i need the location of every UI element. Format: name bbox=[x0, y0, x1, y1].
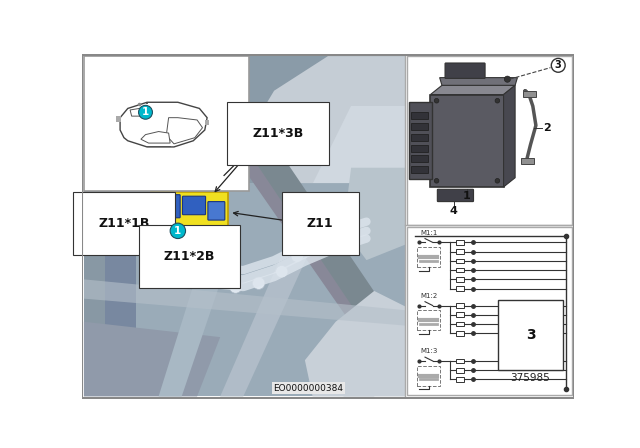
FancyBboxPatch shape bbox=[84, 56, 250, 191]
FancyBboxPatch shape bbox=[456, 286, 464, 291]
Text: M1:1: M1:1 bbox=[420, 230, 438, 236]
Text: Z11*1B: Z11*1B bbox=[99, 217, 150, 230]
FancyBboxPatch shape bbox=[456, 277, 464, 282]
Polygon shape bbox=[159, 249, 228, 396]
Polygon shape bbox=[205, 120, 209, 125]
Circle shape bbox=[206, 269, 219, 282]
FancyBboxPatch shape bbox=[456, 240, 464, 245]
FancyBboxPatch shape bbox=[411, 145, 428, 151]
Text: 4: 4 bbox=[449, 206, 458, 216]
Polygon shape bbox=[344, 306, 405, 396]
Circle shape bbox=[495, 178, 500, 183]
FancyBboxPatch shape bbox=[411, 166, 428, 173]
FancyBboxPatch shape bbox=[417, 310, 440, 330]
Circle shape bbox=[495, 99, 500, 103]
Polygon shape bbox=[312, 106, 405, 183]
Circle shape bbox=[551, 58, 565, 72]
FancyBboxPatch shape bbox=[456, 377, 464, 382]
Polygon shape bbox=[105, 206, 136, 396]
Polygon shape bbox=[130, 107, 151, 116]
Polygon shape bbox=[344, 168, 405, 260]
FancyBboxPatch shape bbox=[411, 155, 428, 162]
FancyBboxPatch shape bbox=[437, 189, 474, 202]
Polygon shape bbox=[520, 158, 534, 164]
Polygon shape bbox=[84, 99, 174, 176]
Polygon shape bbox=[84, 56, 405, 183]
FancyBboxPatch shape bbox=[456, 268, 464, 272]
Text: Z11: Z11 bbox=[307, 217, 333, 230]
FancyBboxPatch shape bbox=[417, 247, 440, 267]
Text: EO0000000384: EO0000000384 bbox=[273, 383, 344, 392]
FancyBboxPatch shape bbox=[456, 368, 464, 373]
Polygon shape bbox=[84, 137, 236, 256]
FancyBboxPatch shape bbox=[84, 56, 405, 396]
Polygon shape bbox=[440, 78, 517, 85]
Polygon shape bbox=[84, 183, 405, 396]
Text: 3: 3 bbox=[555, 60, 562, 70]
Text: 2: 2 bbox=[543, 123, 551, 133]
Polygon shape bbox=[197, 75, 405, 356]
FancyBboxPatch shape bbox=[417, 366, 440, 386]
Polygon shape bbox=[116, 116, 121, 121]
Circle shape bbox=[526, 352, 535, 361]
Text: 3: 3 bbox=[525, 328, 535, 342]
FancyBboxPatch shape bbox=[411, 123, 428, 130]
Polygon shape bbox=[141, 132, 170, 143]
Polygon shape bbox=[431, 85, 515, 95]
FancyBboxPatch shape bbox=[445, 63, 485, 78]
Polygon shape bbox=[189, 91, 405, 368]
FancyBboxPatch shape bbox=[409, 102, 432, 179]
FancyBboxPatch shape bbox=[456, 258, 464, 263]
Text: Z11*2B: Z11*2B bbox=[164, 250, 215, 263]
Circle shape bbox=[504, 76, 511, 82]
FancyBboxPatch shape bbox=[411, 112, 428, 119]
Circle shape bbox=[230, 281, 242, 293]
FancyBboxPatch shape bbox=[182, 196, 205, 215]
FancyBboxPatch shape bbox=[411, 134, 428, 141]
Polygon shape bbox=[120, 102, 207, 147]
FancyBboxPatch shape bbox=[456, 313, 464, 317]
Polygon shape bbox=[504, 85, 515, 187]
Circle shape bbox=[435, 178, 439, 183]
FancyBboxPatch shape bbox=[456, 331, 464, 336]
FancyBboxPatch shape bbox=[407, 227, 572, 395]
Circle shape bbox=[170, 223, 186, 238]
FancyBboxPatch shape bbox=[431, 95, 504, 187]
Text: Z11*3B: Z11*3B bbox=[252, 127, 303, 140]
Circle shape bbox=[435, 99, 439, 103]
Polygon shape bbox=[523, 91, 536, 97]
Polygon shape bbox=[84, 322, 220, 396]
Text: 1: 1 bbox=[142, 107, 149, 117]
FancyBboxPatch shape bbox=[152, 195, 180, 218]
Text: 375985: 375985 bbox=[511, 373, 550, 383]
Polygon shape bbox=[84, 56, 113, 396]
Text: M1:2: M1:2 bbox=[420, 293, 438, 299]
FancyBboxPatch shape bbox=[151, 192, 228, 246]
Polygon shape bbox=[305, 291, 405, 396]
Circle shape bbox=[322, 231, 334, 243]
Text: 1: 1 bbox=[174, 226, 182, 236]
Text: M1:3: M1:3 bbox=[420, 348, 438, 354]
Text: 1: 1 bbox=[463, 191, 470, 201]
Polygon shape bbox=[84, 280, 405, 326]
Polygon shape bbox=[251, 56, 405, 183]
FancyBboxPatch shape bbox=[456, 303, 464, 308]
Polygon shape bbox=[220, 237, 312, 396]
FancyBboxPatch shape bbox=[456, 250, 464, 254]
FancyBboxPatch shape bbox=[208, 202, 225, 220]
Circle shape bbox=[276, 266, 288, 278]
Circle shape bbox=[291, 250, 303, 263]
FancyBboxPatch shape bbox=[456, 322, 464, 326]
Circle shape bbox=[337, 227, 349, 239]
Circle shape bbox=[253, 277, 265, 289]
Circle shape bbox=[307, 238, 319, 251]
Polygon shape bbox=[166, 118, 202, 144]
FancyBboxPatch shape bbox=[456, 359, 464, 363]
FancyBboxPatch shape bbox=[407, 56, 572, 225]
Circle shape bbox=[139, 105, 152, 119]
